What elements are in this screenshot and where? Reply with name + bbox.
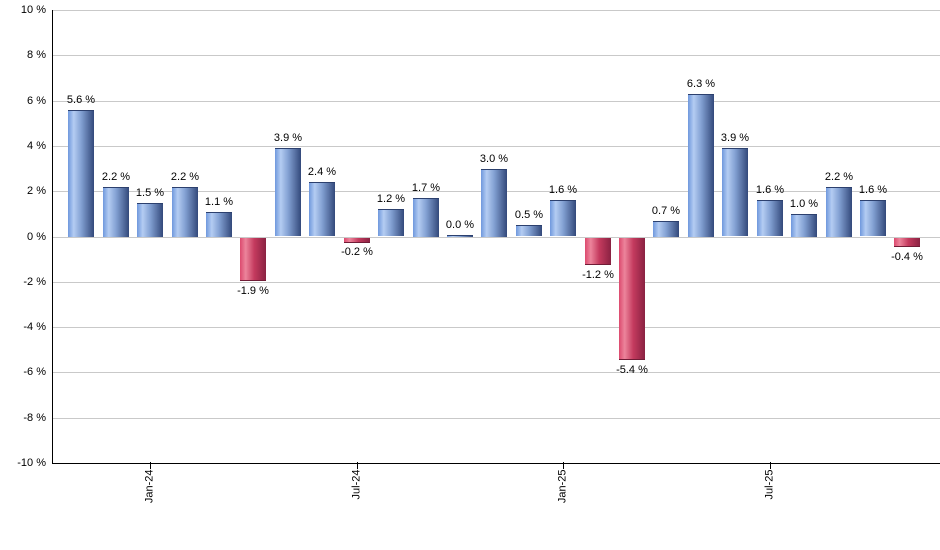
x-axis-tick	[357, 462, 358, 469]
bar-negative	[240, 238, 266, 281]
gridline	[52, 101, 940, 102]
gridline	[52, 10, 940, 11]
bar-value-label: 1.5 %	[135, 187, 165, 199]
gridline	[52, 327, 940, 328]
bar-value-label: -0.2 %	[341, 246, 373, 258]
bar-value-label: 1.6 %	[548, 184, 578, 196]
x-axis-tick	[563, 462, 564, 469]
y-axis-tick-label: -8 %	[23, 412, 46, 424]
bar-value-label: 1.0 %	[789, 198, 819, 210]
bar-positive	[378, 209, 404, 236]
bar-value-label: 1.2 %	[376, 193, 406, 205]
bar-negative	[619, 238, 645, 360]
bar-value-label: 3.0 %	[479, 153, 509, 165]
x-axis-tick-label: Jul-25	[763, 469, 776, 500]
bar-value-label: 0.7 %	[651, 205, 681, 217]
y-axis-tick-label: 2 %	[27, 185, 46, 197]
bar-positive	[309, 182, 335, 236]
y-axis-tick-label: -10 %	[17, 457, 46, 469]
bar-value-label: 5.6 %	[66, 94, 96, 106]
bar-positive	[757, 200, 783, 236]
bar-positive	[68, 110, 94, 237]
bar-value-label: 2.2 %	[170, 171, 200, 183]
bar-positive	[413, 198, 439, 237]
bar-positive	[826, 187, 852, 237]
y-axis-tick-label: 8 %	[27, 49, 46, 61]
bar-value-label: 0.0 %	[445, 219, 475, 231]
bar-positive	[791, 214, 817, 237]
bar-value-label: 1.6 %	[755, 184, 785, 196]
bar-value-label: 0.5 %	[514, 209, 544, 221]
gridline	[52, 237, 940, 238]
x-axis-line	[52, 463, 940, 464]
bar-value-label: 1.1 %	[204, 196, 234, 208]
bar-positive	[516, 225, 542, 236]
bar-positive	[688, 94, 714, 237]
bar-value-label: 3.9 %	[273, 132, 303, 144]
bar-negative	[344, 238, 370, 243]
bar-positive	[103, 187, 129, 237]
bar-value-label: 2.4 %	[307, 166, 337, 178]
bar-value-label: -1.9 %	[237, 285, 269, 297]
bar-positive	[172, 187, 198, 237]
bar-positive	[722, 148, 748, 236]
y-axis-tick-label: -6 %	[23, 366, 46, 378]
bar-negative	[585, 238, 611, 265]
bar-value-label: 1.6 %	[858, 184, 888, 196]
gridline	[52, 146, 940, 147]
bar-value-label: -1.2 %	[582, 269, 614, 281]
bar-positive	[206, 212, 232, 237]
bar-positive	[481, 169, 507, 237]
bar-positive	[137, 203, 163, 237]
bar-value-label: 6.3 %	[686, 78, 716, 90]
y-axis-tick-label: 4 %	[27, 140, 46, 152]
bar-negative	[894, 238, 920, 247]
bar-positive	[653, 221, 679, 237]
y-axis-tick-label: 6 %	[27, 95, 46, 107]
y-axis-line	[52, 10, 53, 464]
x-axis-tick-label: Jan-25	[556, 469, 569, 504]
bar-value-label: 3.9 %	[720, 132, 750, 144]
gridline	[52, 418, 940, 419]
bar-value-label: -0.4 %	[891, 251, 923, 263]
bar-positive	[550, 200, 576, 236]
bar-value-label: 1.7 %	[411, 182, 441, 194]
bar-value-label: 2.2 %	[824, 171, 854, 183]
x-axis-tick-label: Jul-24	[350, 469, 363, 500]
bar-value-label: 2.2 %	[101, 171, 131, 183]
gridline	[52, 282, 940, 283]
bar-positive	[275, 148, 301, 236]
bar-value-label: -5.4 %	[616, 364, 648, 376]
x-axis-tick	[770, 462, 771, 469]
bar-positive	[447, 235, 473, 237]
y-axis-tick-label: 10 %	[20, 4, 46, 16]
y-axis-tick-label: 0 %	[27, 231, 46, 243]
gridline	[52, 372, 940, 373]
x-axis-tick-label: Jan-24	[143, 469, 156, 504]
y-axis-tick-label: -2 %	[23, 276, 46, 288]
gridline	[52, 55, 940, 56]
y-axis-tick-label: -4 %	[23, 321, 46, 333]
x-axis-tick	[150, 462, 151, 469]
bar-positive	[860, 200, 886, 236]
